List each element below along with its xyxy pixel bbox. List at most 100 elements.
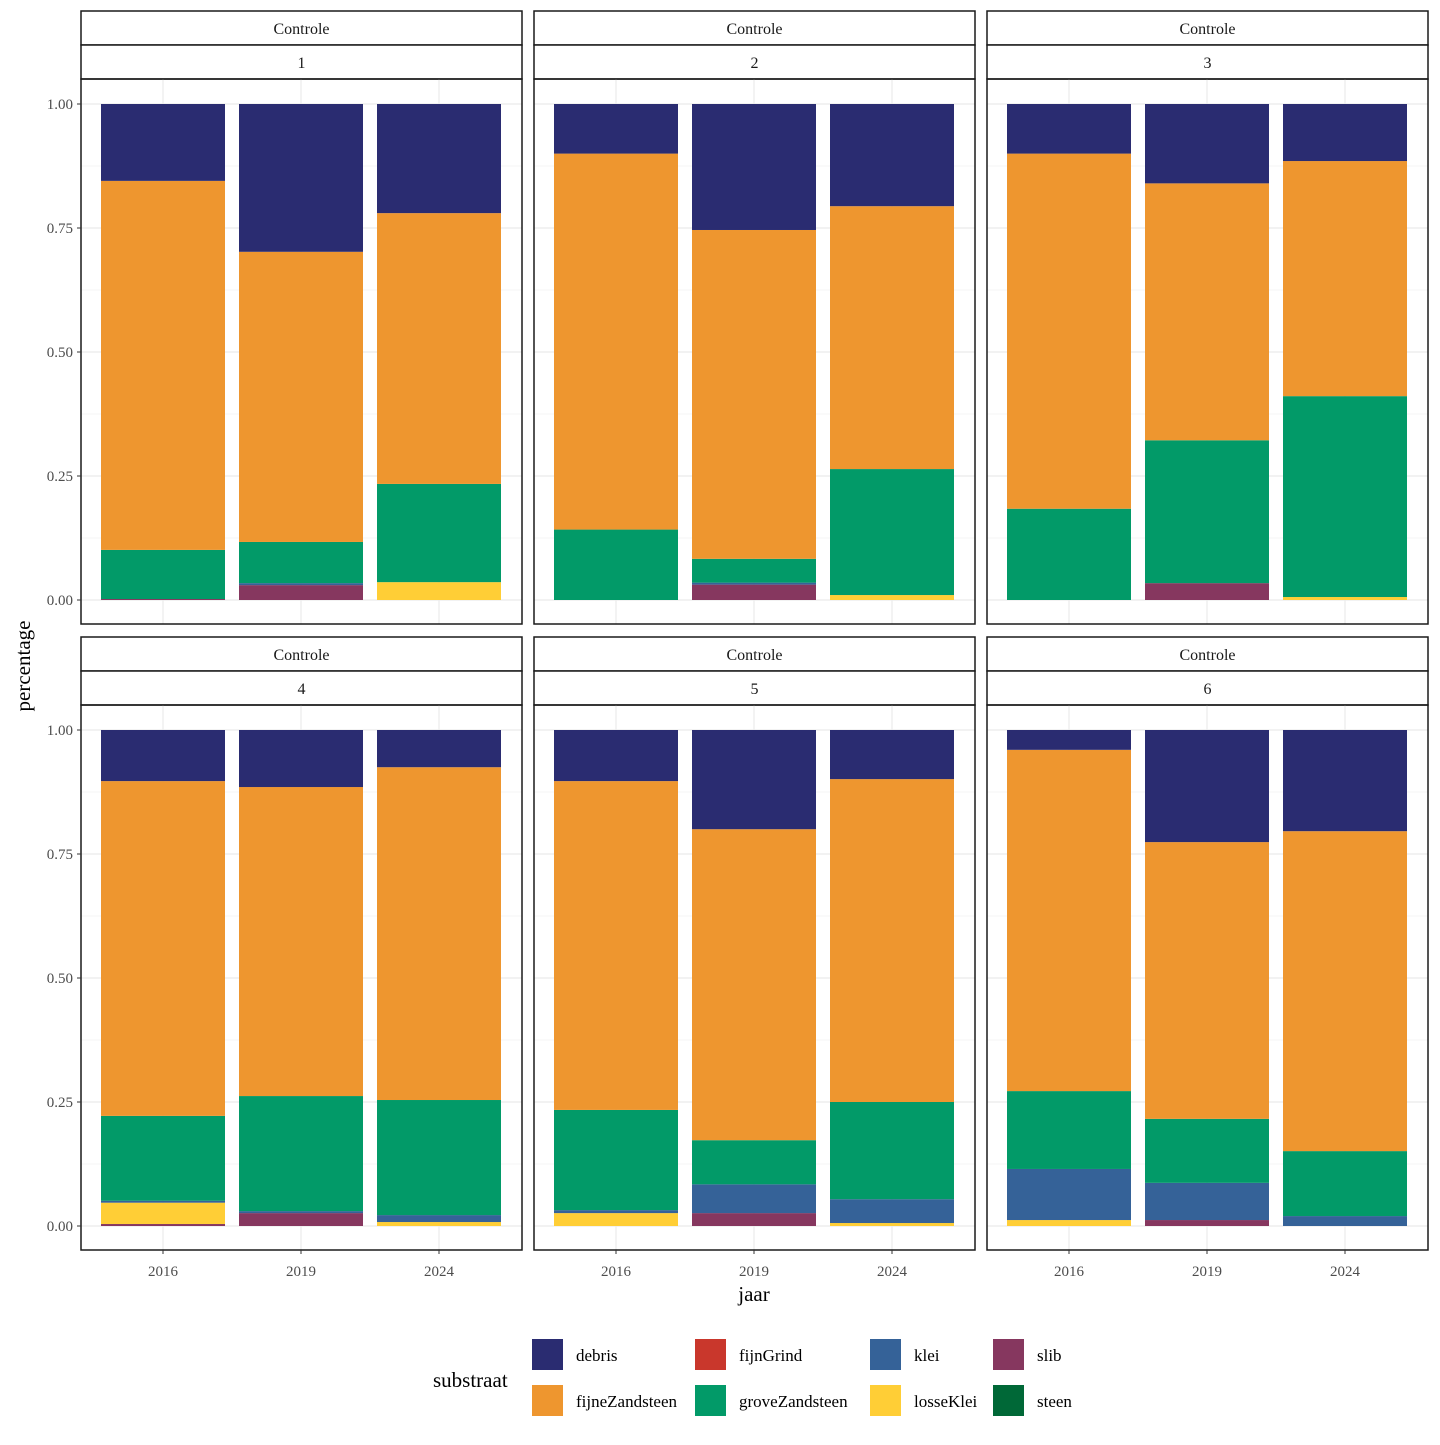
bar-segment-losseKlei: [1283, 597, 1407, 600]
bar-segment-debris: [239, 104, 363, 252]
legend-label: slib: [1037, 1346, 1062, 1365]
x-tick-label: 2019: [1192, 1264, 1222, 1280]
strip-label-2: 2: [751, 55, 759, 72]
legend-title: substraat: [433, 1368, 508, 1392]
bar-segment-groveZandsteen: [101, 549, 225, 600]
bar-segment-debris: [830, 730, 954, 780]
bar-segment-losseKlei: [377, 1222, 501, 1226]
legend-key: [532, 1339, 563, 1370]
bar-segment-fijneZandsteen: [377, 767, 501, 1101]
bar-segment-slib: [692, 1213, 816, 1226]
legend-item-fijnGrind: fijnGrind: [695, 1339, 803, 1370]
bar-segment-losseKlei: [101, 1202, 225, 1225]
bar-segment-klei: [1283, 1216, 1407, 1226]
bar-segment-debris: [377, 104, 501, 214]
bar-segment-fijneZandsteen: [101, 781, 225, 1116]
bar-segment-fijneZandsteen: [1007, 749, 1131, 1092]
legend-key: [695, 1339, 726, 1370]
bar-segment-fijneZandsteen: [101, 180, 225, 550]
bar-segment-groveZandsteen: [1145, 440, 1269, 584]
bar-segment-losseKlei: [1007, 1220, 1131, 1226]
strip-label-2: 5: [751, 681, 759, 698]
y-tick-label: 1.00: [47, 97, 73, 113]
bar-segment-losseKlei: [830, 1223, 954, 1226]
y-tick-label: 0.75: [47, 221, 73, 237]
bar-segment-slib: [101, 599, 225, 600]
legend-item-fijneZandsteen: fijneZandsteen: [532, 1385, 678, 1416]
bar-segment-slib: [239, 585, 363, 600]
bar-segment-fijneZandsteen: [239, 251, 363, 542]
x-tick-label: 2019: [739, 1264, 769, 1280]
y-tick-label: 0.00: [47, 593, 73, 609]
bar-segment-debris: [692, 730, 816, 830]
legend-label: steen: [1037, 1392, 1072, 1411]
bar-segment-debris: [830, 104, 954, 207]
bar-segment-slib: [101, 1224, 225, 1226]
bar-segment-debris: [101, 730, 225, 782]
bar-segment-fijneZandsteen: [239, 787, 363, 1097]
bar-segment-klei: [1007, 1168, 1131, 1221]
strip-label-2: 4: [298, 681, 306, 698]
y-tick-label: 0.50: [47, 971, 73, 987]
x-tick-label: 2024: [1330, 1264, 1361, 1280]
bar-segment-klei: [1145, 1182, 1269, 1221]
bar-segment-groveZandsteen: [554, 529, 678, 600]
strip-label-1: Controle: [1180, 21, 1236, 38]
bar-segment-groveZandsteen: [1007, 1091, 1131, 1169]
legend-key: [532, 1385, 563, 1416]
strip-label-1: Controle: [727, 21, 783, 38]
bar-segment-fijneZandsteen: [377, 213, 501, 484]
strip-label-1: Controle: [274, 647, 330, 664]
strip-bottom: [80, 44, 523, 80]
bar-segment-fijneZandsteen: [554, 781, 678, 1110]
strip-label-2: 3: [1204, 55, 1212, 72]
x-tick-label: 2024: [424, 1264, 455, 1280]
strip-bottom: [80, 670, 523, 706]
bar-segment-slib: [239, 1213, 363, 1226]
bar-segment-debris: [1145, 104, 1269, 184]
bar-segment-groveZandsteen: [1283, 1151, 1407, 1217]
legend-item-slib: slib: [993, 1339, 1062, 1370]
bar-segment-groveZandsteen: [239, 541, 363, 584]
bar-segment-groveZandsteen: [692, 1140, 816, 1185]
x-tick-label: 2024: [877, 1264, 908, 1280]
bar-segment-debris: [1007, 104, 1131, 154]
bar-segment-groveZandsteen: [830, 469, 954, 596]
panel-border: [533, 78, 976, 625]
bar-segment-fijneZandsteen: [692, 829, 816, 1141]
bar-segment-groveZandsteen: [1007, 508, 1131, 600]
legend-key: [870, 1339, 901, 1370]
legend-item-klei: klei: [870, 1339, 940, 1370]
legend-label: fijneZandsteen: [576, 1392, 678, 1411]
bar-segment-debris: [554, 730, 678, 782]
bar-segment-slib: [1145, 583, 1269, 600]
bar-segment-debris: [377, 730, 501, 768]
strip-top: [986, 636, 1429, 672]
bar-segment-groveZandsteen: [554, 1109, 678, 1211]
legend: debris fijneZandsteen fijnGrind groveZandst…: [532, 1339, 1072, 1416]
y-tick-label: 0.50: [47, 345, 73, 361]
bar-segment-groveZandsteen: [377, 1100, 501, 1216]
bar-segment-klei: [377, 1215, 501, 1223]
bar-segment-groveZandsteen: [830, 1102, 954, 1200]
y-axis-title: percentage: [11, 621, 35, 712]
bar-segment-debris: [239, 730, 363, 788]
bar-segment-fijneZandsteen: [554, 153, 678, 530]
bar-segment-klei: [692, 1184, 816, 1214]
bar-segment-slib: [692, 584, 816, 600]
bar-segment-fijneZandsteen: [830, 779, 954, 1102]
bar-segment-fijneZandsteen: [1145, 842, 1269, 1119]
bar-segment-losseKlei: [830, 595, 954, 600]
panel-6: Controle 6 2016 2019 2024: [986, 636, 1429, 1280]
bar-segment-fijneZandsteen: [1007, 153, 1131, 509]
legend-item-steen: steen: [993, 1385, 1072, 1416]
bar-segment-groveZandsteen: [1283, 396, 1407, 598]
bar-segment-fijneZandsteen: [1283, 831, 1407, 1152]
bar-segment-klei: [101, 1200, 225, 1203]
bar-segment-groveZandsteen: [239, 1096, 363, 1212]
legend-key: [993, 1339, 1024, 1370]
x-tick-label: 2016: [601, 1264, 632, 1280]
bar-segment-groveZandsteen: [692, 558, 816, 583]
legend-item-groveZandsteen: groveZandsteen: [695, 1385, 848, 1416]
